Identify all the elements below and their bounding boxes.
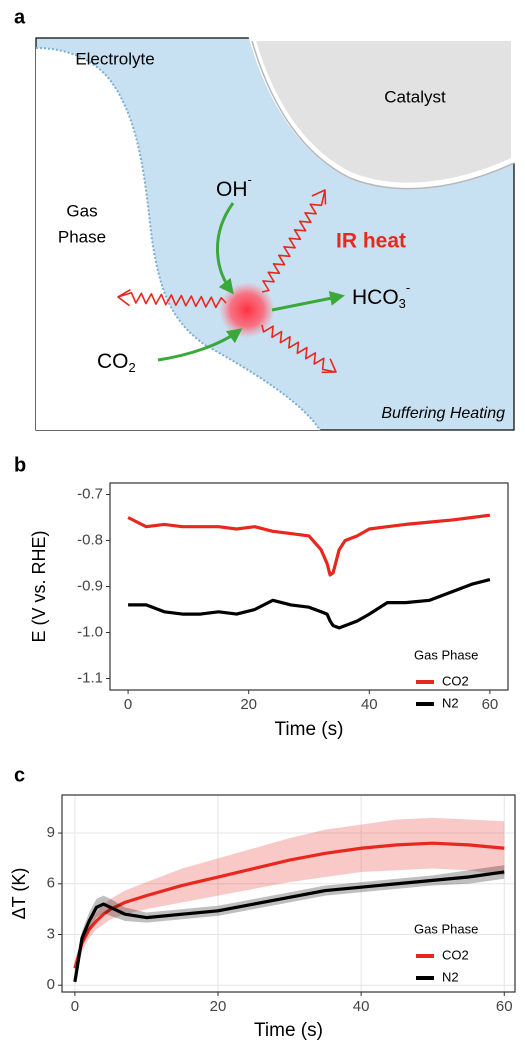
label: Gas <box>66 201 97 220</box>
legend-title: Gas Phase <box>414 921 478 936</box>
charts: b-0.7-0.8-0.9-1.0-1.10 20 40 60E (V vs. RHE… <box>9 454 516 1041</box>
label: IR heat <box>336 230 406 253</box>
x-tick-label: 0 <box>71 998 79 1015</box>
y-tick-label: 9 <box>47 824 55 841</box>
label: Catalyst <box>384 87 446 106</box>
x-axis-label: Time (s) <box>254 1020 323 1041</box>
plot-frame <box>61 794 516 993</box>
plot-area <box>110 483 508 690</box>
flow-arrow <box>157 328 243 362</box>
y-axis-label: ΔT (K) <box>9 868 29 920</box>
y-tick-label: 3 <box>47 925 55 942</box>
series-line <box>73 870 505 983</box>
y-tick-label: -1.0 <box>77 623 103 640</box>
species: OH- <box>216 172 252 200</box>
heat-arrow <box>261 324 337 374</box>
x-tick-label: 40 <box>361 696 378 713</box>
y-axis-label: E (V vs. RHE) <box>29 530 49 642</box>
heat-arrows <box>117 189 337 374</box>
interface <box>35 47 321 431</box>
y-tick-label: -0.8 <box>77 531 103 548</box>
catalyst <box>248 35 517 189</box>
y-tick-label: -0.7 <box>77 485 103 502</box>
legend-title: Gas Phase <box>414 647 478 662</box>
flow-arrow <box>215 202 235 295</box>
x-tick-label: 20 <box>240 696 257 713</box>
heat-arrow <box>261 189 327 293</box>
y-tick-label: -1.1 <box>77 669 103 686</box>
label: Buffering Heating <box>381 405 505 422</box>
species: CO2 <box>97 350 136 376</box>
error-band <box>74 817 505 976</box>
x-tick-label: 0 <box>124 696 132 713</box>
panel-label: a <box>14 6 26 28</box>
flow-arrow <box>271 290 345 312</box>
x-axis-label: Time (s) <box>275 719 344 740</box>
x-tick-label: 60 <box>496 998 513 1015</box>
x-tick-label: 60 <box>482 696 499 713</box>
x-tick-label: 20 <box>210 998 227 1015</box>
label: Electrolyte <box>75 49 154 68</box>
series-line <box>127 513 491 577</box>
legend-label: N2 <box>442 969 459 984</box>
legend-label: CO2 <box>442 947 469 962</box>
y-tick-label: 6 <box>47 875 55 892</box>
x-tick-label: 40 <box>353 998 370 1015</box>
catalyst-edge <box>251 40 515 190</box>
y-tick-label: 0 <box>47 976 55 993</box>
heat-arrow <box>117 288 227 309</box>
species: HCO3- <box>352 280 410 311</box>
plot-area <box>62 795 515 992</box>
label: Phase <box>58 227 106 246</box>
y-tick-label: -0.9 <box>77 577 103 594</box>
hot-spot <box>219 282 275 338</box>
legend-label: CO2 <box>442 673 469 688</box>
plot-frame <box>109 482 509 691</box>
series-line <box>73 841 505 969</box>
gas-region <box>36 38 320 430</box>
panel-label: b <box>14 454 26 476</box>
series-line <box>128 578 491 630</box>
panel-label: c <box>14 764 25 786</box>
legend-label: N2 <box>442 695 459 710</box>
